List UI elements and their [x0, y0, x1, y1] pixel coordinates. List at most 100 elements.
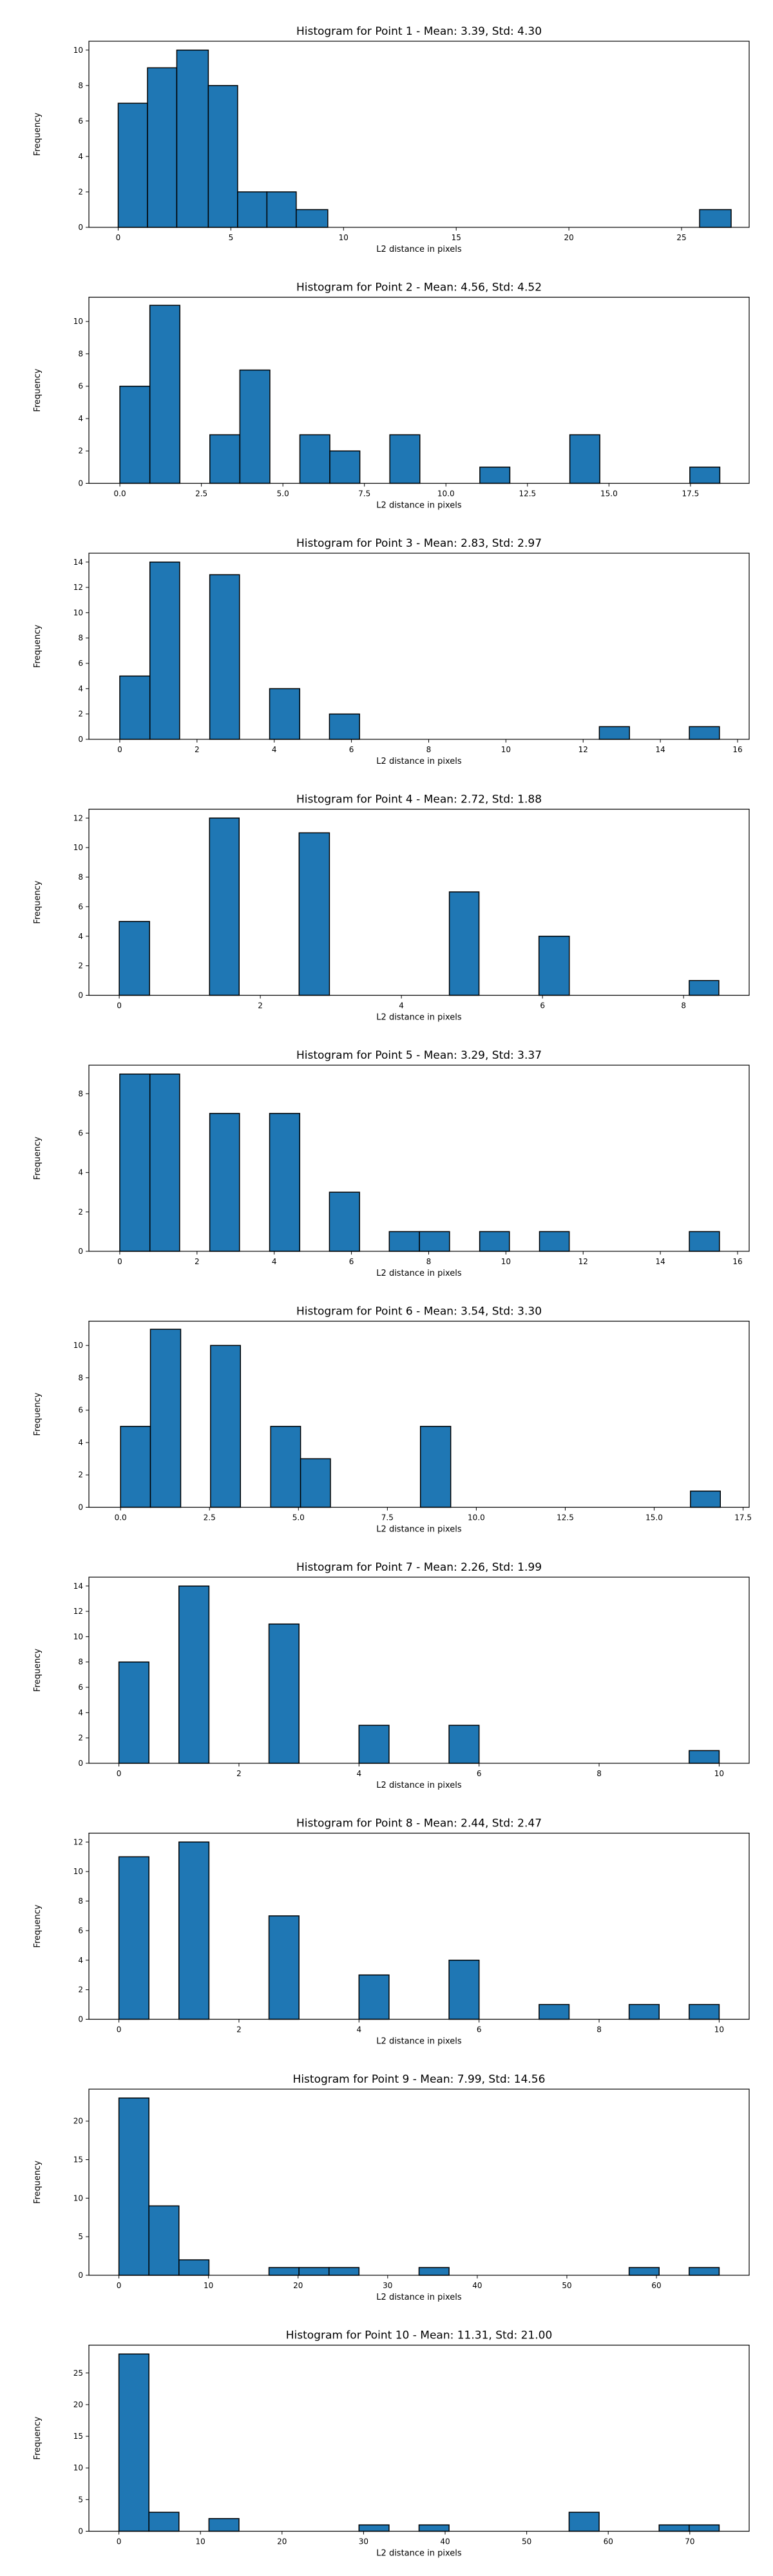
x-tick-label: 15.0: [645, 1513, 663, 1522]
plot-frame: [88, 2088, 750, 2276]
x-axis-label: L2 distance in pixels: [376, 1525, 462, 1535]
histogram-bar: [149, 1074, 180, 1252]
plot-frame: [88, 1832, 750, 2020]
x-tick-label: 8: [596, 1769, 602, 1778]
y-tick-label: 25: [73, 2369, 83, 2378]
y-tick-label: 2: [78, 1985, 83, 1994]
histogram-bar: [239, 369, 271, 484]
x-tick-label: 20: [564, 233, 573, 242]
x-tick-label: 4: [272, 745, 277, 754]
histogram-bar: [689, 2267, 720, 2276]
x-tick-label: 17.5: [734, 1513, 752, 1522]
y-tick-label: 4: [78, 1168, 83, 1177]
x-axis-label: L2 distance in pixels: [376, 2293, 462, 2302]
histogram-panel-8: Histogram for Point 8 - Mean: 2.44, Std:…: [33, 1817, 750, 2047]
y-tick-label: 20: [73, 2400, 83, 2409]
x-tick-label: 12: [578, 1257, 588, 1266]
y-tick-label: 14: [73, 558, 83, 567]
x-tick-label: 0: [116, 233, 121, 242]
histogram-bar: [418, 2267, 450, 2276]
x-tick-label: 14: [655, 745, 665, 754]
plot-frame: [88, 296, 750, 484]
histogram-bar: [389, 434, 421, 484]
y-axis-label: Frequency: [33, 1137, 43, 1180]
histogram-bar: [268, 1915, 300, 2020]
x-tick-label: 10: [196, 2537, 205, 2546]
y-tick-label: 2: [78, 1208, 83, 1217]
x-tick-label: 4: [399, 1001, 404, 1010]
histogram-bar: [689, 2524, 720, 2532]
x-tick-label: 15: [452, 233, 461, 242]
y-tick-label: 6: [78, 659, 83, 668]
x-tick-label: 6: [349, 1257, 354, 1266]
x-tick-label: 70: [685, 2537, 694, 2546]
chart-title: Histogram for Point 4 - Mean: 2.72, Std:…: [296, 793, 542, 806]
chart-title: Histogram for Point 1 - Mean: 3.39, Std:…: [296, 25, 542, 38]
histogram-bar: [119, 1074, 151, 1252]
y-tick-label: 10: [73, 1632, 83, 1641]
histogram-bar: [419, 1426, 452, 1508]
histogram-bar: [598, 726, 630, 740]
chart-title: Histogram for Point 8 - Mean: 2.44, Std:…: [296, 1817, 542, 1830]
plot-frame: [88, 1065, 750, 1252]
histogram-bar: [329, 1191, 360, 1252]
histogram-bar: [119, 921, 150, 996]
x-tick-label: 14: [655, 1257, 665, 1266]
y-tick-label: 10: [73, 843, 83, 852]
y-tick-label: 4: [78, 414, 83, 423]
x-tick-label: 60: [651, 2281, 661, 2290]
histogram-bar: [689, 726, 720, 740]
x-axis-label: L2 distance in pixels: [376, 245, 462, 254]
y-tick-label: 2: [78, 961, 83, 971]
histogram-bar: [209, 1113, 240, 1252]
chart-title: Histogram for Point 7 - Mean: 2.26, Std:…: [296, 1561, 542, 1574]
y-tick-label: 0: [78, 2527, 83, 2536]
histogram-bar: [208, 2518, 240, 2532]
y-axis-label: Frequency: [33, 368, 43, 412]
y-tick-label: 5: [78, 2495, 83, 2504]
x-tick-label: 2: [236, 1769, 242, 1778]
histogram-panel-3: Histogram for Point 3 - Mean: 2.83, Std:…: [33, 537, 750, 766]
y-tick-label: 12: [73, 583, 83, 592]
y-tick-label: 6: [78, 1129, 83, 1138]
histogram-bar: [328, 2267, 360, 2276]
x-tick-label: 30: [383, 2281, 392, 2290]
x-tick-label: 10.0: [468, 1513, 485, 1522]
histogram-bar: [448, 891, 480, 996]
y-tick-label: 8: [78, 873, 83, 882]
y-tick-label: 15: [73, 2432, 83, 2441]
x-tick-label: 10: [714, 1769, 724, 1778]
histogram-panel-2: Histogram for Point 2 - Mean: 4.56, Std:…: [33, 281, 750, 511]
chart-title: Histogram for Point 5 - Mean: 3.29, Std:…: [296, 1049, 542, 1062]
histogram-bar: [118, 1661, 149, 1764]
x-tick-label: 0: [117, 2537, 122, 2546]
plot-frame: [88, 41, 750, 228]
y-tick-label: 0: [78, 1247, 83, 1256]
y-tick-label: 8: [78, 1373, 83, 1382]
histogram-bar: [148, 2512, 180, 2532]
x-tick-label: 20: [277, 2537, 287, 2546]
x-tick-label: 10: [501, 745, 511, 754]
y-tick-label: 8: [78, 1897, 83, 1906]
y-tick-label: 0: [78, 479, 83, 488]
y-tick-label: 2: [78, 710, 83, 719]
histogram-bar: [268, 2267, 300, 2276]
y-tick-label: 6: [78, 902, 83, 911]
histogram-bar: [329, 713, 360, 740]
histogram-bar: [178, 1841, 210, 2020]
x-tick-label: 0: [117, 2025, 122, 2034]
plot-frame: [88, 2344, 750, 2532]
x-tick-label: 0.0: [115, 1513, 127, 1522]
histogram-bar: [149, 1329, 182, 1508]
chart-title: Histogram for Point 2 - Mean: 4.56, Std:…: [296, 281, 542, 294]
y-tick-label: 0: [78, 735, 83, 744]
x-tick-label: 12: [578, 745, 588, 754]
y-axis-label: Frequency: [33, 1649, 43, 1692]
x-tick-label: 25: [676, 233, 686, 242]
histogram-panel-6: Histogram for Point 6 - Mean: 3.54, Std:…: [33, 1305, 752, 1535]
y-tick-label: 10: [73, 2463, 83, 2472]
histogram-bar: [300, 1458, 331, 1508]
histogram-bar: [628, 2003, 660, 2020]
x-tick-label: 5: [229, 233, 234, 242]
histogram-bar: [178, 2259, 210, 2276]
